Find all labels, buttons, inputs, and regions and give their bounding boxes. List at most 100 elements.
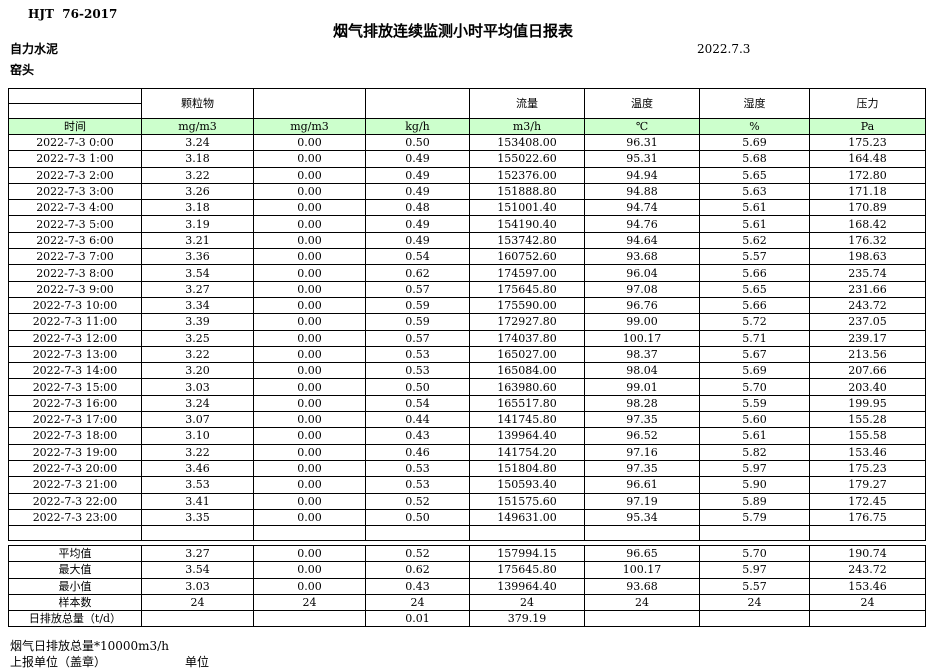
table-row: 2022-7-3 3:00 3.26 0.00 0.49 151888.80 94.88 5…: [8, 182, 926, 201]
value-cell: 172.45: [809, 492, 926, 510]
value-cell: [141, 609, 254, 628]
header-blank-col3: [253, 88, 366, 119]
value-cell: 95.31: [584, 150, 700, 168]
value-cell: [584, 609, 700, 628]
unit-kg-h: kg/h: [365, 118, 470, 135]
value-cell: 5.97: [699, 459, 810, 478]
value-cell: 93.68: [584, 577, 700, 595]
value-cell: 96.52: [584, 427, 700, 445]
time-cell: 2022-7-3 9:00: [8, 280, 142, 298]
value-cell: 3.54: [141, 561, 254, 579]
value-cell: 0.53: [365, 345, 470, 364]
empty-cell: [253, 525, 366, 542]
value-cell: 3.03: [141, 577, 254, 595]
table-row: 2022-7-3 15:00 3.03 0.00 0.50 163980.60 99.01…: [8, 378, 926, 396]
value-cell: 153.46: [809, 577, 926, 595]
table-row: 2022-7-3 6:00 3.21 0.00 0.49 153742.80 94.64 5…: [8, 231, 926, 250]
value-cell: 0.00: [253, 345, 366, 364]
value-cell: 5.57: [699, 248, 810, 266]
value-cell: [699, 609, 810, 628]
table-row: 2022-7-3 21:00 3.53 0.00 0.53 150593.40 96.61…: [8, 476, 926, 494]
value-cell: 0.54: [365, 394, 470, 413]
value-cell: 0.49: [365, 231, 470, 250]
value-cell: [809, 609, 926, 628]
table-row: 2022-7-3 0:00 3.24 0.00 0.50 153408.00 96.31 5…: [8, 133, 926, 152]
value-cell: 5.72: [699, 313, 810, 331]
value-cell: 150593.40: [469, 476, 585, 494]
page-title: 烟气排放连续监测小时平均值日报表: [332, 22, 573, 40]
value-cell: 0.00: [253, 411, 366, 429]
main-data-table: 颗粒物 流量 温度 湿度 压力 时间 mg/m3 mg/m3 kg/h m3/h…: [8, 88, 926, 542]
table-row: 最小值 3.03 0.00 0.43 139964.40 93.68 5.57 153.46: [8, 577, 926, 595]
table-row: 样本数 24 24 24 24 24 24 24: [8, 593, 926, 611]
value-cell: 0.00: [253, 378, 366, 396]
value-cell: 3.54: [141, 264, 254, 282]
header-pressure: 压力: [809, 88, 926, 119]
value-cell: 203.40: [809, 378, 926, 396]
header-particulate: 颗粒物: [141, 88, 254, 119]
value-cell: 153408.00: [469, 133, 585, 152]
value-cell: 3.46: [141, 459, 254, 478]
value-cell: 0.49: [365, 182, 470, 201]
time-cell: 2022-7-3 3:00: [8, 182, 142, 201]
value-cell: 0.00: [253, 545, 366, 563]
value-cell: 0.00: [253, 508, 366, 527]
value-cell: 5.69: [699, 133, 810, 152]
empty-cell: [699, 525, 810, 542]
value-cell: 165027.00: [469, 345, 585, 364]
header-blank-bottom: [8, 103, 142, 119]
value-cell: 0.00: [253, 476, 366, 494]
value-cell: 5.66: [699, 264, 810, 282]
value-cell: 168.42: [809, 215, 926, 233]
value-cell: 199.95: [809, 394, 926, 413]
value-cell: 5.70: [699, 545, 810, 563]
value-cell: 5.62: [699, 231, 810, 250]
table-row: 2022-7-3 8:00 3.54 0.00 0.62 174597.00 96.04 5…: [8, 264, 926, 282]
empty-cell: [365, 525, 470, 542]
value-cell: 5.66: [699, 296, 810, 315]
time-cell: 2022-7-3 11:00: [8, 313, 142, 331]
header-blank-top: [8, 88, 142, 104]
value-cell: 98.04: [584, 362, 700, 380]
value-cell: 0.57: [365, 280, 470, 298]
value-cell: 24: [699, 593, 810, 611]
value-cell: 172.80: [809, 166, 926, 184]
header-blank-col4: [365, 88, 470, 119]
table-row: 2022-7-3 10:00 3.34 0.00 0.59 175590.00 96.76…: [8, 296, 926, 315]
value-cell: 155.28: [809, 411, 926, 429]
value-cell: 179.27: [809, 476, 926, 494]
table-row: 平均值 3.27 0.00 0.52 157994.15 96.65 5.70 190.74: [8, 545, 926, 563]
value-cell: 99.00: [584, 313, 700, 331]
value-cell: 165517.80: [469, 394, 585, 413]
value-cell: 24: [809, 593, 926, 611]
value-cell: 163980.60: [469, 378, 585, 396]
value-cell: 97.16: [584, 443, 700, 461]
value-cell: 96.31: [584, 133, 700, 152]
summary-label: 样本数: [8, 593, 142, 611]
value-cell: 3.25: [141, 329, 254, 347]
value-cell: 0.00: [253, 264, 366, 282]
value-cell: 0.00: [253, 182, 366, 201]
value-cell: 97.35: [584, 459, 700, 478]
value-cell: 97.35: [584, 411, 700, 429]
value-cell: 96.76: [584, 296, 700, 315]
value-cell: 3.27: [141, 280, 254, 298]
value-cell: 97.19: [584, 492, 700, 510]
summary-table: 平均值 3.27 0.00 0.52 157994.15 96.65 5.70 190.74 最…: [8, 545, 926, 628]
value-cell: 5.89: [699, 492, 810, 510]
value-cell: 5.71: [699, 329, 810, 347]
value-cell: 3.35: [141, 508, 254, 527]
value-cell: 5.82: [699, 443, 810, 461]
time-cell: 2022-7-3 19:00: [8, 443, 142, 461]
value-cell: 5.79: [699, 508, 810, 527]
value-cell: 153.46: [809, 443, 926, 461]
value-cell: 96.61: [584, 476, 700, 494]
value-cell: 165084.00: [469, 362, 585, 380]
value-cell: 151001.40: [469, 199, 585, 217]
value-cell: 3.18: [141, 150, 254, 168]
value-cell: 0.00: [253, 329, 366, 347]
table-row: 2022-7-3 22:00 3.41 0.00 0.52 151575.60 97.19…: [8, 492, 926, 510]
empty-cell: [8, 525, 142, 542]
time-cell: 2022-7-3 22:00: [8, 492, 142, 510]
